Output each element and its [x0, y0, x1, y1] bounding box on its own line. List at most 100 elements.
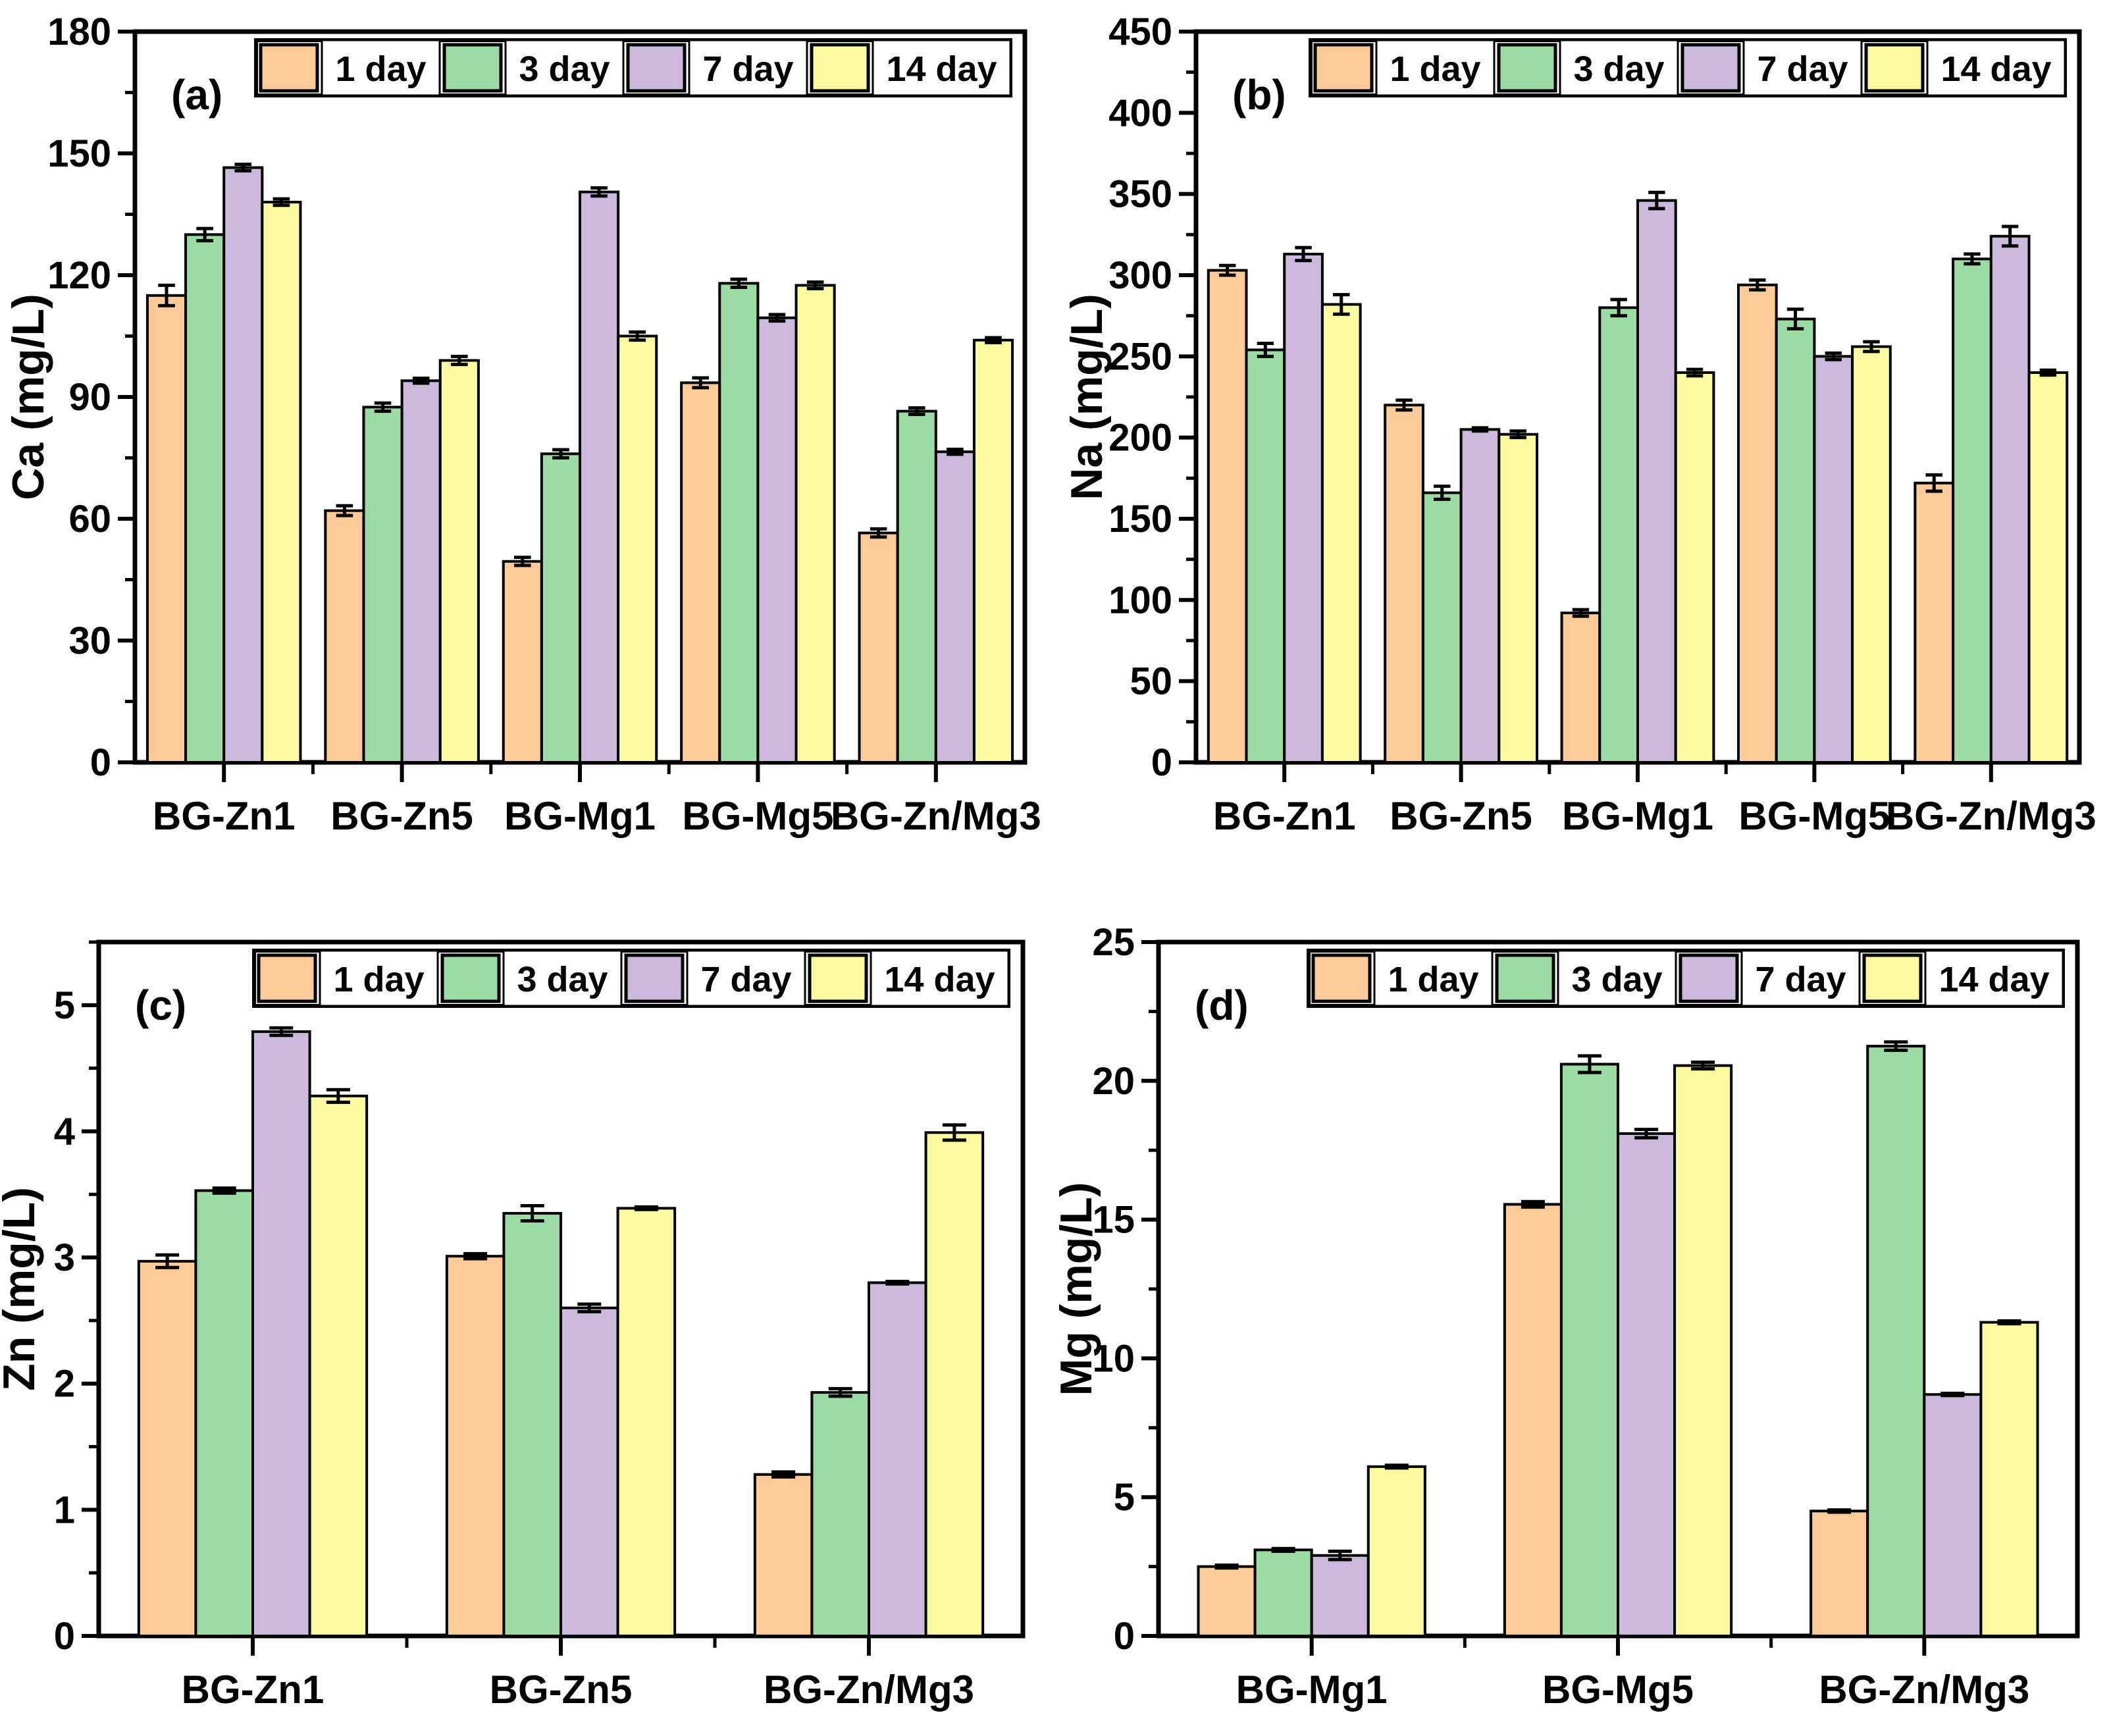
bar-14day-BG-Mg1 — [617, 334, 658, 764]
bar-14day-BG-Zn/Mg3 — [2027, 371, 2069, 764]
bar-3day-BG-Mg5 — [1775, 317, 1816, 764]
chart-b-svg: 0 50 100 150 200 250 300 350 400 450 BG-Zn1 BG-Zn5 B… — [1062, 11, 2096, 838]
bar-14day-BG-Mg1 — [1674, 371, 1715, 764]
bar-14day-BG-Mg5 — [1673, 1064, 1733, 1637]
legend-label: 3 day — [517, 960, 608, 999]
bar-14day-BG-Zn5 — [438, 359, 480, 764]
bar-7day-BG-Zn1 — [251, 1030, 311, 1637]
legend-label: 1 day — [335, 49, 426, 89]
legend-label: 14 day — [1939, 960, 2049, 999]
y-tick-label: 1 — [54, 1488, 75, 1531]
legend-label: 14 day — [1940, 49, 2051, 89]
bar-3day-BG-Zn/Mg3 — [1866, 1045, 1926, 1638]
y-tick-label: 4 — [54, 1110, 75, 1153]
legend-swatch-1day — [1311, 953, 1372, 1003]
legend-label-cell — [1559, 39, 1679, 97]
bar-1day-BG-Mg5 — [680, 381, 721, 764]
bar-7day-BG-Zn/Mg3 — [934, 450, 976, 764]
bar-7day-BG-Mg5 — [1813, 355, 1854, 764]
y-tick-label: 400 — [1108, 92, 1172, 134]
x-category-label: BG-Zn/Mg3 — [764, 1668, 974, 1712]
legend: 1 day 3 day 7 day 14 day — [254, 38, 1012, 97]
bar-7day-BG-Zn/Mg3 — [1923, 1393, 1983, 1637]
y-axis-title: Ca (mg/L) — [3, 294, 53, 500]
panel-a-ca-release-chart: 0 30 60 90 120 150 180 BG-Zn1 BG-Zn5 BG-Mg1 BG-Mg5… — [0, 0, 1054, 868]
legend-swatch-7day — [1680, 43, 1741, 93]
bar-1day-BG-Zn/Mg3 — [858, 531, 899, 764]
legend-label: 3 day — [519, 49, 610, 89]
legend-label-cell — [319, 949, 439, 1007]
y-tick-label: 150 — [1108, 498, 1172, 540]
x-category-label: BG-Mg5 — [1542, 1668, 1694, 1712]
bar-1day-BG-Mg5 — [1503, 1203, 1563, 1637]
bar-1day-BG-Zn5 — [324, 509, 365, 764]
x-category-label: BG-Zn1 — [153, 794, 296, 838]
y-tick-label: 150 — [47, 132, 111, 175]
legend-swatch-14day — [1862, 953, 1923, 1003]
bar-3day-BG-Zn5 — [1421, 491, 1463, 764]
x-category-label: BG-Mg1 — [1562, 794, 1713, 838]
y-tick-label: 120 — [47, 254, 111, 297]
bar-7day-BG-Mg1 — [579, 190, 620, 764]
y-tick-label: 3 — [54, 1236, 75, 1279]
legend-swatch-1day — [257, 953, 317, 1003]
legend-label-cell — [1375, 39, 1496, 97]
y-tick-label: 2 — [54, 1363, 75, 1406]
x-category-label: BG-Mg5 — [1738, 794, 1890, 838]
y-tick-label: 5 — [1114, 1476, 1135, 1519]
panel-c-zn-release-chart: 0 1 2 3 4 5 BG-Zn1 BG-Zn5 BG-Zn/Mg3 Zn (mg/L) (c) 1… — [0, 868, 1054, 1736]
y-tick-label: 20 — [1092, 1060, 1135, 1103]
legend-label-cell — [1926, 39, 2066, 97]
bar-3day-BG-Mg5 — [1559, 1063, 1619, 1637]
x-category-label: BG-Zn/Mg3 — [1886, 794, 2096, 838]
x-category-label: BG-Mg5 — [682, 794, 833, 838]
bar-1day-BG-Zn5 — [445, 1255, 506, 1637]
y-tick-label: 0 — [1114, 1615, 1135, 1658]
legend-label: 3 day — [1573, 49, 1664, 89]
legend-label: 14 day — [884, 960, 995, 999]
bar-1day-BG-Zn/Mg3 — [1914, 481, 1955, 764]
bar-14day-BG-Zn5 — [1497, 433, 1539, 764]
y-tick-label: 200 — [1108, 417, 1172, 460]
bar-14day-BG-Mg5 — [794, 284, 836, 764]
legend-label-cell — [1373, 949, 1494, 1007]
bar-1day-BG-Mg1 — [502, 560, 543, 764]
bar-14day-BG-Zn5 — [616, 1207, 677, 1637]
bar-14day-BG-Zn1 — [261, 201, 302, 764]
y-tick-label: 0 — [1151, 741, 1172, 784]
legend-label-cell — [870, 949, 1010, 1007]
bar-7day-BG-Zn1 — [222, 166, 264, 764]
legend-swatch-14day — [1864, 43, 1925, 93]
x-category-label: BG-Zn5 — [490, 1668, 633, 1712]
x-category-label: BG-Zn5 — [330, 794, 473, 838]
bar-7day-BG-Zn/Mg3 — [868, 1281, 927, 1637]
panel-d-mg-release-chart: 0 5 10 15 20 25 BG-Mg1 BG-Mg5 BG-Zn/Mg3 Mg (mg/L)… — [1054, 868, 2109, 1736]
legend-label-cell — [688, 39, 808, 97]
legend-label-cell — [686, 949, 806, 1007]
y-tick-label: 50 — [1130, 660, 1172, 703]
legend-label-cell — [1742, 39, 1863, 97]
legend-label: 7 day — [702, 49, 793, 89]
y-tick-label: 10 — [1092, 1337, 1135, 1380]
legend-label: 3 day — [1571, 960, 1662, 999]
panel-letter: (a) — [171, 71, 222, 118]
y-tick-label: 450 — [1108, 11, 1172, 53]
bar-1day-BG-Zn/Mg3 — [753, 1473, 814, 1637]
y-axis-title: Mg (mg/L) — [1054, 1182, 1101, 1396]
y-tick-label: 180 — [47, 11, 111, 53]
bar-3day-BG-Zn1 — [184, 233, 226, 764]
bar-3day-BG-Zn5 — [502, 1212, 562, 1637]
x-category-label: BG-Zn5 — [1390, 794, 1532, 838]
legend-label: 1 day — [1390, 49, 1480, 89]
bar-3day-BG-Zn1 — [194, 1189, 255, 1638]
legend-label: 7 day — [1757, 49, 1848, 89]
legend-label: 7 day — [1755, 960, 1846, 999]
y-tick-label: 25 — [1092, 921, 1135, 964]
y-tick-label: 0 — [90, 741, 111, 784]
y-axis-title: Zn (mg/L) — [0, 1187, 44, 1391]
legend-swatch-3day — [1495, 953, 1555, 1003]
legend: 1 day 3 day 7 day 14 day — [252, 949, 1010, 1008]
bar-14day-BG-Zn1 — [1320, 303, 1362, 764]
x-category-label: BG-Mg1 — [504, 794, 656, 838]
